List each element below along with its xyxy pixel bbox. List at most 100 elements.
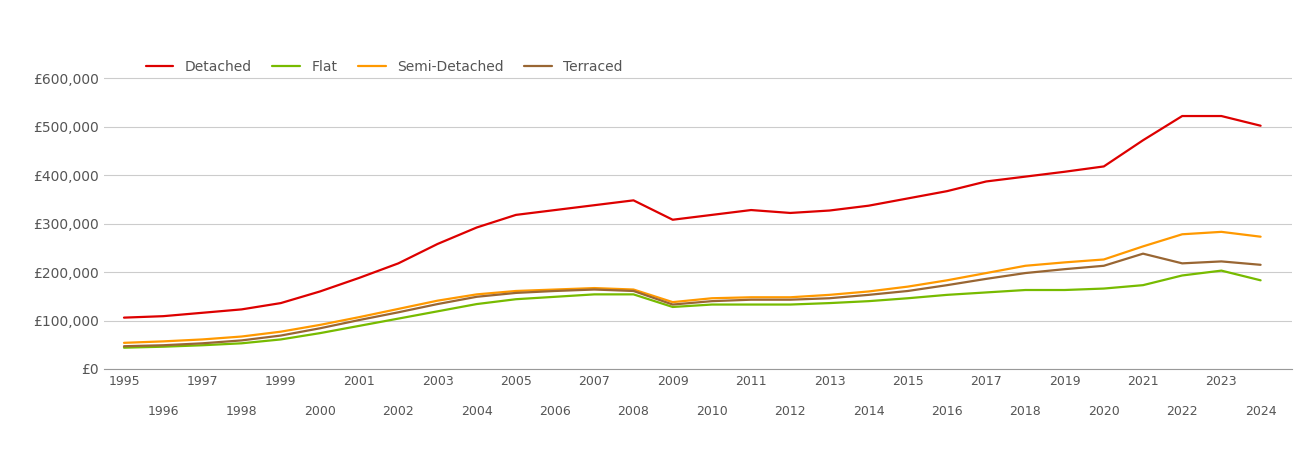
Semi-Detached bbox=[116, 340, 132, 346]
Detached bbox=[468, 225, 484, 230]
Terraced bbox=[1253, 262, 1268, 267]
Flat bbox=[1096, 286, 1112, 291]
Flat bbox=[1018, 287, 1034, 292]
Flat bbox=[390, 316, 406, 321]
Terraced bbox=[861, 292, 877, 297]
Terraced bbox=[1135, 251, 1151, 256]
Flat bbox=[1174, 273, 1190, 278]
Line: Terraced: Terraced bbox=[124, 254, 1261, 346]
Semi-Detached bbox=[1135, 244, 1151, 249]
Semi-Detached bbox=[586, 285, 602, 291]
Semi-Detached bbox=[783, 295, 799, 300]
Flat bbox=[1057, 287, 1073, 292]
Terraced bbox=[1057, 266, 1073, 272]
Terraced bbox=[900, 288, 916, 294]
Terraced bbox=[547, 288, 562, 294]
Detached bbox=[390, 261, 406, 266]
Flat bbox=[586, 292, 602, 297]
Semi-Detached bbox=[351, 315, 367, 320]
Flat bbox=[155, 344, 171, 349]
Terraced bbox=[1096, 263, 1112, 269]
Semi-Detached bbox=[508, 288, 523, 294]
Line: Semi-Detached: Semi-Detached bbox=[124, 232, 1261, 343]
Terraced bbox=[116, 343, 132, 349]
Semi-Detached bbox=[861, 289, 877, 294]
Flat bbox=[429, 309, 445, 314]
Semi-Detached bbox=[1253, 234, 1268, 239]
Detached bbox=[1057, 169, 1073, 175]
Detached bbox=[312, 289, 328, 294]
Terraced bbox=[1018, 270, 1034, 276]
Detached bbox=[116, 315, 132, 320]
Terraced bbox=[744, 297, 760, 302]
Detached bbox=[155, 314, 171, 319]
Legend: Detached, Flat, Semi-Detached, Terraced: Detached, Flat, Semi-Detached, Terraced bbox=[140, 54, 629, 79]
Detached bbox=[273, 301, 288, 306]
Semi-Detached bbox=[547, 287, 562, 292]
Terraced bbox=[586, 287, 602, 292]
Detached bbox=[705, 212, 720, 218]
Terraced bbox=[273, 333, 288, 338]
Detached bbox=[1253, 123, 1268, 128]
Detached bbox=[508, 212, 523, 218]
Semi-Detached bbox=[940, 278, 955, 283]
Flat bbox=[861, 298, 877, 304]
Terraced bbox=[429, 302, 445, 307]
Flat bbox=[468, 302, 484, 307]
Semi-Detached bbox=[468, 292, 484, 297]
Semi-Detached bbox=[822, 292, 838, 297]
Flat bbox=[273, 337, 288, 342]
Flat bbox=[234, 341, 249, 346]
Semi-Detached bbox=[979, 270, 994, 276]
Flat bbox=[312, 330, 328, 336]
Terraced bbox=[979, 276, 994, 282]
Detached bbox=[664, 217, 680, 222]
Detached bbox=[783, 210, 799, 216]
Terraced bbox=[312, 326, 328, 331]
Flat bbox=[508, 297, 523, 302]
Detached bbox=[547, 207, 562, 213]
Detached bbox=[351, 275, 367, 281]
Terraced bbox=[155, 342, 171, 348]
Detached bbox=[194, 310, 210, 315]
Terraced bbox=[234, 338, 249, 343]
Flat bbox=[194, 342, 210, 348]
Semi-Detached bbox=[625, 287, 641, 292]
Terraced bbox=[390, 310, 406, 315]
Flat bbox=[1135, 283, 1151, 288]
Terraced bbox=[940, 283, 955, 288]
Detached bbox=[625, 198, 641, 203]
Flat bbox=[116, 345, 132, 351]
Semi-Detached bbox=[155, 339, 171, 344]
Flat bbox=[744, 302, 760, 307]
Terraced bbox=[664, 302, 680, 307]
Flat bbox=[351, 323, 367, 328]
Semi-Detached bbox=[664, 299, 680, 305]
Flat bbox=[783, 302, 799, 307]
Terraced bbox=[468, 294, 484, 300]
Terraced bbox=[351, 317, 367, 323]
Flat bbox=[822, 301, 838, 306]
Semi-Detached bbox=[429, 298, 445, 303]
Detached bbox=[861, 203, 877, 208]
Line: Detached: Detached bbox=[124, 116, 1261, 318]
Terraced bbox=[783, 297, 799, 302]
Semi-Detached bbox=[1018, 263, 1034, 269]
Semi-Detached bbox=[312, 322, 328, 328]
Detached bbox=[1135, 138, 1151, 143]
Detached bbox=[822, 208, 838, 213]
Detached bbox=[429, 241, 445, 247]
Semi-Detached bbox=[390, 306, 406, 311]
Terraced bbox=[705, 298, 720, 304]
Semi-Detached bbox=[705, 296, 720, 301]
Semi-Detached bbox=[1096, 257, 1112, 262]
Flat bbox=[705, 302, 720, 307]
Terraced bbox=[508, 290, 523, 296]
Detached bbox=[1018, 174, 1034, 179]
Terraced bbox=[1174, 261, 1190, 266]
Terraced bbox=[822, 296, 838, 301]
Flat bbox=[940, 292, 955, 297]
Terraced bbox=[194, 341, 210, 346]
Semi-Detached bbox=[273, 329, 288, 334]
Flat bbox=[1214, 268, 1229, 273]
